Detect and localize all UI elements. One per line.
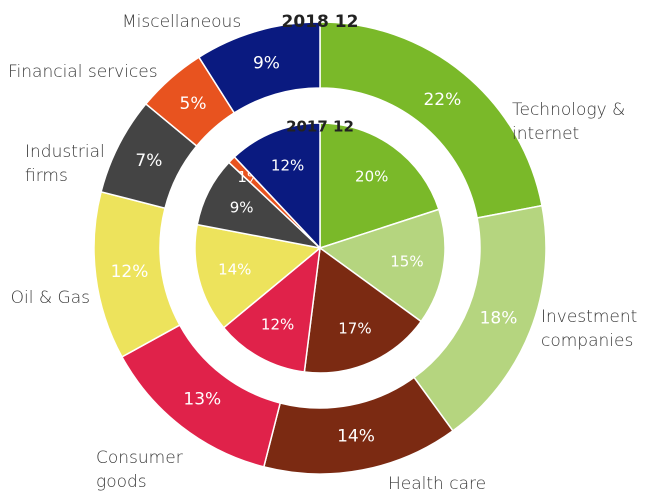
- value-label: 15%: [390, 252, 423, 270]
- series-name: 2017 12: [286, 118, 354, 136]
- value-label: 22%: [423, 90, 461, 110]
- slice: [222, 246, 321, 373]
- value-label: 12%: [261, 316, 294, 334]
- slice: [319, 122, 440, 250]
- slice: [318, 208, 446, 323]
- value-label: 14%: [337, 427, 375, 447]
- value-label: 9%: [230, 199, 254, 217]
- value-label: 18%: [480, 309, 518, 329]
- category-label: Oil & Gas: [10, 288, 90, 308]
- value-label: 14%: [218, 260, 251, 278]
- category-label: Financial services: [8, 62, 158, 82]
- category-label: Miscellaneous: [122, 12, 242, 32]
- value-label: 17%: [338, 319, 371, 337]
- category-label: Investment companies: [541, 307, 638, 351]
- slice: [303, 246, 423, 374]
- category-label: Technology & internet: [512, 100, 626, 144]
- value-label: 12%: [271, 157, 304, 175]
- value-label: 12%: [111, 262, 149, 282]
- value-label: 7%: [135, 151, 162, 171]
- slice: [197, 21, 321, 114]
- value-label: 9%: [253, 54, 280, 74]
- slice: [194, 223, 322, 329]
- value-label: 13%: [183, 390, 221, 410]
- category-label: Health care: [388, 474, 487, 494]
- value-label: 20%: [355, 167, 388, 185]
- slice: [233, 122, 321, 250]
- value-label: 5%: [180, 94, 207, 114]
- category-label: Consumer goods: [96, 448, 183, 492]
- series-name: 2018 12: [282, 12, 359, 32]
- category-label: Industrial firms: [25, 142, 105, 186]
